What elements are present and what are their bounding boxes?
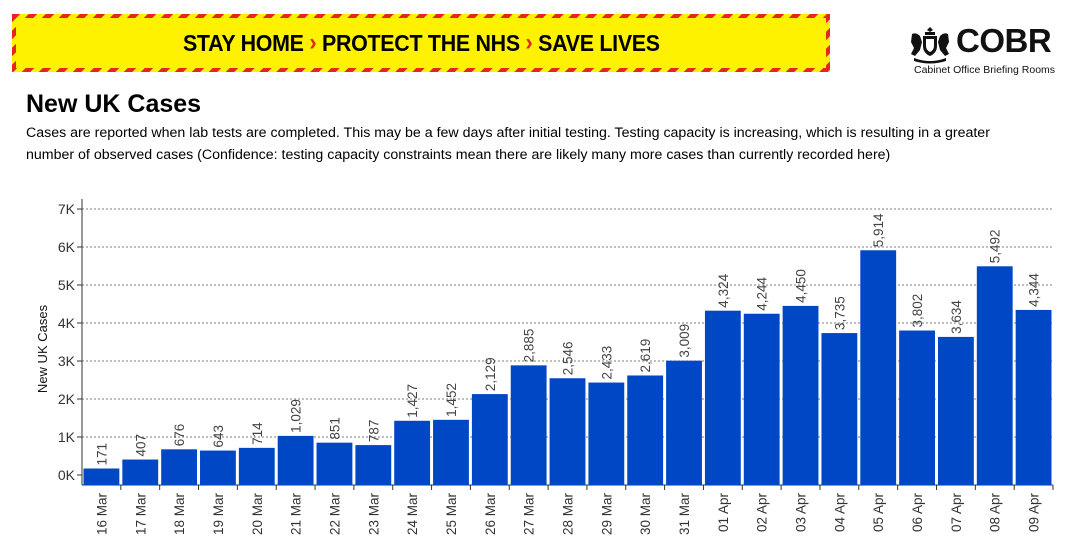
x-tick-label: 07 Apr [949, 492, 964, 532]
bar [976, 266, 1013, 485]
data-label: 2,885 [522, 329, 537, 363]
bar [433, 419, 469, 485]
data-label: 2,546 [561, 341, 576, 375]
data-label: 714 [250, 422, 265, 445]
bar [1015, 309, 1052, 485]
data-label: 3,802 [910, 294, 925, 328]
x-tick-label: 27 Mar [522, 493, 537, 536]
bar [471, 394, 508, 485]
bar [277, 435, 314, 485]
x-tick-label: 01 Apr [716, 492, 731, 532]
data-label: 1,029 [289, 399, 304, 433]
x-tick-label: 31 Mar [677, 493, 692, 536]
bar [161, 449, 198, 485]
x-tick-label: 29 Mar [599, 493, 614, 536]
data-label: 2,433 [599, 346, 614, 380]
y-tick-label: 3K [58, 353, 76, 369]
bar [743, 313, 780, 485]
data-label: 787 [366, 420, 381, 443]
chevron-right-icon: › [525, 29, 533, 56]
x-tick-label: 22 Mar [327, 493, 342, 536]
page-subtitle: Cases are reported when lab tests are co… [26, 125, 990, 163]
data-label: 4,450 [794, 269, 809, 303]
page-title: New UK Cases [26, 90, 202, 118]
y-tick-label: 1K [58, 429, 76, 445]
bar [821, 333, 858, 485]
data-label: 676 [172, 424, 187, 447]
data-label: 5,492 [988, 230, 1003, 264]
x-tick-label: 06 Apr [910, 492, 925, 532]
data-label: 851 [327, 417, 342, 440]
bar [782, 305, 819, 485]
data-label: 3,634 [949, 300, 964, 334]
x-tick-label: 26 Mar [483, 493, 498, 536]
data-label: 4,244 [755, 276, 770, 310]
y-tick-label: 6K [58, 239, 76, 255]
bar [549, 378, 586, 485]
slogan-save-lives: SAVE LIVES [537, 29, 660, 56]
y-tick-label: 0K [58, 467, 76, 483]
y-tick-label: 2K [58, 391, 76, 407]
bar [666, 360, 702, 485]
data-label: 5,914 [871, 213, 886, 247]
data-label: 1,427 [405, 384, 420, 418]
bar [899, 330, 935, 485]
data-label: 4,324 [716, 273, 731, 307]
y-axis-label: New UK Cases [35, 304, 50, 393]
slogan-protect-nhs: PROTECT THE NHS [321, 29, 520, 56]
data-label: 3,009 [677, 324, 692, 358]
y-tick-label: 5K [58, 277, 76, 293]
bar [83, 468, 120, 485]
data-label: 3,735 [832, 296, 847, 330]
y-tick-label: 7K [58, 201, 76, 217]
x-tick-label: 09 Apr [1027, 492, 1042, 532]
x-tick-label: 05 Apr [871, 492, 886, 532]
bar [122, 459, 159, 485]
x-tick-label: 28 Mar [561, 493, 576, 536]
slogan-text: STAY HOME › PROTECT THE NHS › SAVE LIVES [183, 29, 660, 57]
logo-wordmark: COBR [956, 22, 1052, 59]
x-tick-label: 02 Apr [755, 492, 770, 532]
bar [588, 382, 625, 485]
x-tick-label: 18 Mar [172, 493, 187, 536]
x-tick-label: 04 Apr [832, 492, 847, 532]
bar [394, 420, 431, 485]
x-tick-label: 20 Mar [250, 493, 265, 536]
bar [355, 445, 392, 485]
data-label: 1,452 [444, 383, 459, 417]
bar [937, 336, 974, 485]
y-tick-label: 4K [58, 315, 76, 331]
x-tick-label: 16 Mar [94, 493, 109, 536]
data-label: 643 [211, 425, 226, 448]
bar [510, 365, 547, 485]
bar [860, 250, 897, 485]
data-label: 407 [133, 434, 148, 457]
data-label: 2,129 [483, 357, 498, 391]
x-tick-label: 24 Mar [405, 493, 420, 536]
cobr-logo: COBR Cabinet Office Briefing Rooms [906, 22, 1066, 82]
chevron-right-icon: › [308, 29, 317, 56]
data-label: 171 [94, 443, 109, 466]
x-tick-label: 17 Mar [133, 493, 148, 536]
data-label: 2,619 [638, 339, 653, 373]
bar [627, 375, 664, 485]
x-tick-label: 23 Mar [366, 493, 381, 536]
logo-subtitle: Cabinet Office Briefing Rooms [914, 64, 1056, 76]
bar [200, 450, 236, 485]
x-tick-label: 25 Mar [444, 493, 459, 536]
slogan-banner: STAY HOME › PROTECT THE NHS › SAVE LIVES [12, 14, 830, 72]
x-tick-label: 03 Apr [794, 492, 809, 532]
x-tick-label: 30 Mar [638, 493, 653, 536]
x-tick-label: 08 Apr [988, 492, 1003, 532]
x-tick-label: 21 Mar [289, 493, 304, 536]
x-tick-label: 19 Mar [211, 493, 226, 536]
royal-crest-icon [911, 27, 949, 64]
bar [238, 447, 275, 485]
bar [316, 442, 353, 485]
slogan-stay-home: STAY HOME [182, 29, 304, 56]
bar [704, 310, 741, 485]
data-label: 4,344 [1027, 273, 1042, 307]
